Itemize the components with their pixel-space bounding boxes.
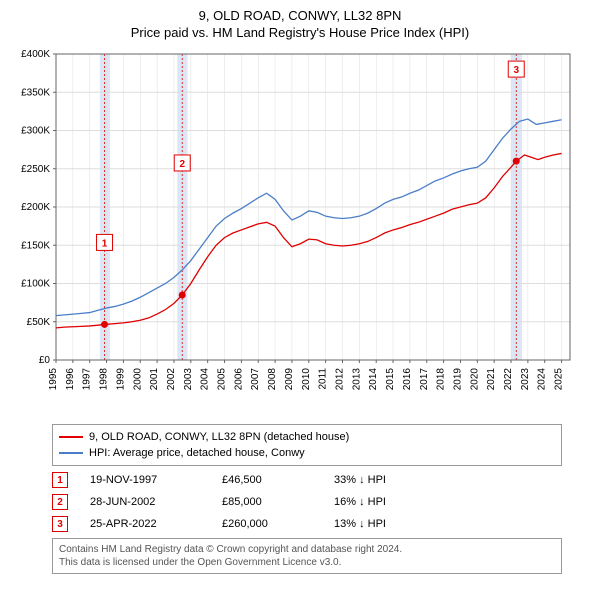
marker-badge: 1 — [52, 472, 68, 488]
svg-text:2013: 2013 — [351, 368, 362, 391]
svg-text:2014: 2014 — [368, 368, 379, 391]
marker-table: 1 19-NOV-1997 £46,500 33% ↓ HPI 2 28-JUN-2002… — [52, 472, 590, 532]
svg-text:2025: 2025 — [554, 368, 565, 391]
footer-line1: Contains HM Land Registry data © Crown c… — [59, 543, 555, 556]
marker-date: 28-JUN-2002 — [90, 496, 200, 508]
legend-swatch — [59, 436, 83, 438]
marker-badge: 2 — [52, 494, 68, 510]
marker-delta: 13% ↓ HPI — [334, 518, 444, 530]
marker-date: 19-NOV-1997 — [90, 474, 200, 486]
svg-text:2008: 2008 — [267, 368, 278, 391]
svg-text:£250K: £250K — [21, 164, 50, 175]
legend-box: 9, OLD ROAD, CONWY, LL32 8PN (detached h… — [52, 424, 562, 466]
marker-price: £85,000 — [222, 496, 312, 508]
marker-delta: 33% ↓ HPI — [334, 474, 444, 486]
title-subtitle: Price paid vs. HM Land Registry's House … — [10, 25, 590, 40]
svg-text:2007: 2007 — [250, 368, 261, 391]
title-address: 9, OLD ROAD, CONWY, LL32 8PN — [10, 8, 590, 23]
svg-text:1999: 1999 — [115, 368, 126, 391]
marker-date: 25-APR-2022 — [90, 518, 200, 530]
svg-text:2000: 2000 — [132, 368, 143, 391]
svg-text:2009: 2009 — [284, 368, 295, 391]
legend-label: HPI: Average price, detached house, Conw… — [89, 445, 305, 461]
marker-price: £46,500 — [222, 474, 312, 486]
marker-row: 2 28-JUN-2002 £85,000 16% ↓ HPI — [52, 494, 590, 510]
svg-text:£200K: £200K — [21, 202, 50, 213]
svg-text:2021: 2021 — [486, 368, 497, 391]
chart-area: £0 £50K £100K £150K £200K £250K £300K £350K £400… — [10, 48, 590, 418]
legend-row: 9, OLD ROAD, CONWY, LL32 8PN (detached h… — [59, 429, 555, 445]
svg-text:£300K: £300K — [21, 126, 50, 137]
legend-swatch — [59, 452, 83, 454]
svg-text:2002: 2002 — [166, 368, 177, 391]
svg-text:£0: £0 — [39, 355, 51, 366]
marker-price: £260,000 — [222, 518, 312, 530]
marker-row: 3 25-APR-2022 £260,000 13% ↓ HPI — [52, 516, 590, 532]
svg-text:£350K: £350K — [21, 87, 50, 98]
svg-text:2001: 2001 — [149, 368, 160, 391]
svg-text:2023: 2023 — [520, 368, 531, 391]
svg-text:1997: 1997 — [82, 368, 93, 391]
svg-text:2015: 2015 — [385, 368, 396, 391]
svg-text:2005: 2005 — [217, 368, 228, 391]
marker-delta: 16% ↓ HPI — [334, 496, 444, 508]
svg-text:£400K: £400K — [21, 49, 50, 60]
svg-text:1995: 1995 — [48, 368, 59, 391]
svg-text:1996: 1996 — [65, 368, 76, 391]
svg-text:2011: 2011 — [318, 368, 329, 390]
svg-text:2010: 2010 — [301, 368, 312, 391]
marker-row: 1 19-NOV-1997 £46,500 33% ↓ HPI — [52, 472, 590, 488]
svg-text:£100K: £100K — [21, 279, 50, 290]
svg-text:2004: 2004 — [200, 368, 211, 391]
marker-badge: 3 — [52, 516, 68, 532]
legend-row: HPI: Average price, detached house, Conw… — [59, 445, 555, 461]
legend-label: 9, OLD ROAD, CONWY, LL32 8PN (detached h… — [89, 429, 349, 445]
svg-text:2024: 2024 — [537, 368, 548, 391]
svg-text:2006: 2006 — [233, 368, 244, 391]
chart-svg: £0 £50K £100K £150K £200K £250K £300K £350K £400… — [10, 48, 590, 418]
svg-text:2018: 2018 — [436, 368, 447, 391]
svg-text:2003: 2003 — [183, 368, 194, 391]
svg-text:£50K: £50K — [27, 317, 51, 328]
svg-text:2019: 2019 — [452, 368, 463, 391]
svg-text:2020: 2020 — [469, 368, 480, 391]
svg-text:2016: 2016 — [402, 368, 413, 391]
svg-text:2: 2 — [179, 159, 185, 170]
svg-text:2017: 2017 — [419, 368, 430, 391]
svg-text:2022: 2022 — [503, 368, 514, 391]
footer-line2: This data is licensed under the Open Gov… — [59, 556, 555, 569]
svg-text:3: 3 — [513, 65, 519, 76]
svg-text:1: 1 — [102, 238, 108, 249]
chart-container: 9, OLD ROAD, CONWY, LL32 8PN Price paid … — [0, 0, 600, 584]
svg-text:1998: 1998 — [99, 368, 110, 391]
svg-text:2012: 2012 — [334, 368, 345, 391]
svg-text:£150K: £150K — [21, 240, 50, 251]
footer-box: Contains HM Land Registry data © Crown c… — [52, 538, 562, 574]
